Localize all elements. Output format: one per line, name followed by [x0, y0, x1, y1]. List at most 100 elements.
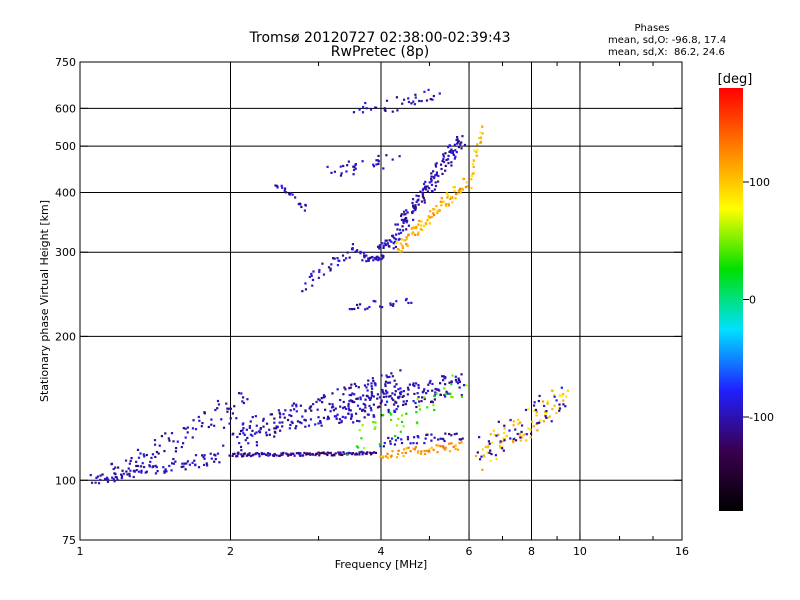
data-point: [462, 177, 466, 181]
data-point: [519, 421, 522, 424]
data-point: [434, 184, 438, 188]
data-point: [482, 454, 485, 457]
data-point: [389, 394, 392, 398]
data-point: [410, 227, 413, 230]
data-point: [362, 451, 365, 455]
data-point: [336, 264, 339, 267]
data-point: [518, 434, 521, 437]
data-point: [303, 451, 306, 455]
data-point: [363, 256, 366, 259]
data-point: [426, 433, 429, 436]
data-point: [143, 455, 146, 458]
data-point: [370, 390, 373, 394]
data-point: [387, 436, 390, 440]
data-point: [348, 387, 351, 390]
data-point: [487, 440, 491, 443]
data-point: [148, 464, 151, 467]
data-point: [412, 226, 415, 229]
data-point: [281, 453, 284, 456]
data-point: [308, 452, 311, 455]
data-point: [142, 465, 146, 469]
data-point: [415, 200, 418, 203]
data-point: [502, 431, 506, 435]
data-point: [385, 99, 389, 102]
data-point: [497, 433, 500, 436]
data-point: [348, 409, 351, 412]
data-point: [423, 396, 426, 399]
data-point: [536, 429, 539, 432]
data-point: [186, 431, 189, 434]
data-point: [339, 174, 343, 177]
data-point: [444, 392, 447, 396]
data-point: [355, 250, 358, 253]
data-point: [140, 471, 143, 474]
data-point: [446, 196, 449, 199]
data-point: [298, 452, 301, 456]
data-point: [106, 478, 110, 481]
data-point: [412, 218, 415, 221]
data-point: [286, 453, 289, 456]
data-point: [444, 152, 447, 155]
data-point: [377, 256, 380, 260]
data-point: [400, 438, 403, 441]
data-point: [308, 407, 311, 410]
data-point: [301, 290, 304, 293]
data-point: [417, 396, 420, 399]
data-point: [398, 395, 401, 398]
data-point: [406, 435, 409, 439]
data-point: [267, 454, 270, 457]
data-point: [251, 454, 254, 457]
data-point: [140, 469, 143, 472]
data-point: [332, 257, 335, 260]
data-point: [90, 481, 94, 484]
data-point: [359, 398, 362, 401]
data-point: [299, 203, 302, 206]
data-point: [457, 141, 460, 144]
data-point: [479, 136, 483, 139]
data-point: [508, 429, 511, 432]
data-point: [453, 143, 456, 146]
data-point: [414, 233, 417, 236]
data-point: [273, 453, 276, 456]
data-point: [564, 405, 567, 408]
data-point: [251, 434, 254, 437]
data-point: [472, 165, 475, 168]
data-point: [364, 101, 367, 105]
data-point: [489, 433, 492, 436]
data-point: [476, 451, 479, 454]
data-point: [432, 448, 435, 451]
data-point: [457, 377, 460, 380]
data-point: [399, 393, 402, 396]
data-point: [539, 419, 542, 422]
data-point: [439, 382, 442, 385]
data-point: [245, 454, 248, 457]
data-point: [246, 436, 249, 440]
data-point: [263, 452, 266, 456]
data-point: [336, 413, 339, 416]
data-point: [413, 384, 416, 388]
data-point: [291, 404, 294, 407]
data-point: [378, 405, 381, 408]
data-point: [385, 239, 388, 242]
data-point: [275, 425, 278, 428]
data-point: [324, 408, 327, 411]
data-point: [222, 426, 226, 429]
data-point: [247, 453, 250, 457]
data-point: [299, 404, 302, 407]
data-point: [240, 455, 244, 458]
data-point: [351, 399, 354, 403]
data-point: [509, 437, 512, 440]
data-point: [384, 109, 387, 112]
data-point: [343, 452, 346, 455]
data-point: [417, 436, 420, 439]
data-point: [450, 164, 453, 167]
data-point: [310, 272, 313, 276]
data-point: [384, 389, 388, 392]
data-point: [314, 453, 317, 457]
data-point: [339, 451, 342, 454]
data-point: [327, 417, 331, 420]
data-point: [284, 187, 287, 190]
data-point: [323, 452, 326, 455]
data-point: [343, 386, 346, 389]
data-point: [238, 392, 241, 395]
